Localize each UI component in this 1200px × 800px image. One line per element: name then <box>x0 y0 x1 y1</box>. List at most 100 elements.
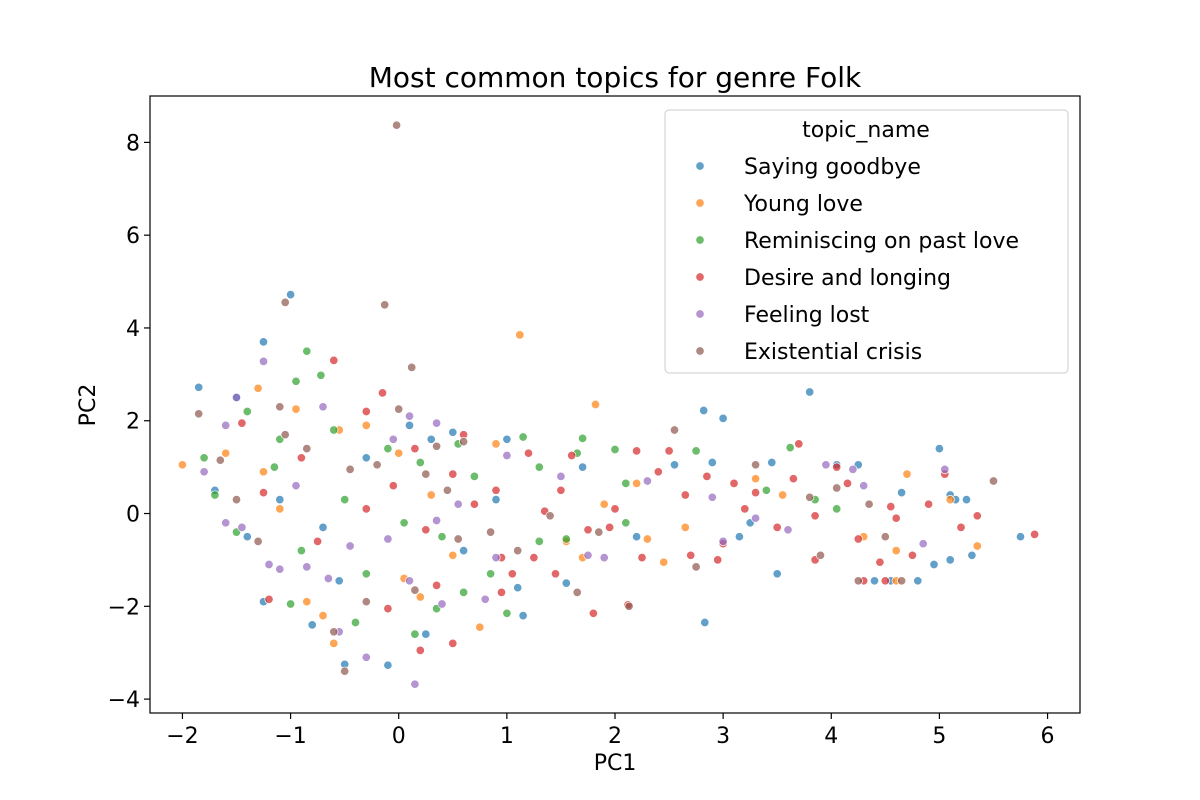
legend-entry: Saying goodbye <box>695 155 921 180</box>
data-point <box>302 562 312 572</box>
data-point <box>848 464 858 474</box>
data-point <box>404 576 415 586</box>
data-point <box>377 388 388 398</box>
data-point <box>669 425 680 435</box>
data-point <box>637 553 647 563</box>
y-tick-label: 6 <box>126 224 140 249</box>
data-point <box>394 448 404 458</box>
data-point <box>459 587 469 597</box>
data-point <box>956 522 966 532</box>
legend-marker <box>695 198 705 208</box>
data-point <box>523 448 534 458</box>
data-point <box>291 376 301 386</box>
data-point <box>313 536 323 546</box>
data-point <box>940 464 950 474</box>
data-point <box>410 679 420 689</box>
data-point <box>740 504 750 514</box>
data-point <box>610 504 620 514</box>
x-tick-label: −2 <box>166 724 198 749</box>
data-point <box>934 444 944 454</box>
data-point <box>805 387 815 397</box>
data-point <box>556 471 566 481</box>
data-point <box>491 439 501 449</box>
data-point <box>399 518 409 528</box>
data-point <box>853 534 863 544</box>
data-point <box>383 660 393 670</box>
data-point <box>361 420 371 430</box>
data-point <box>442 485 452 495</box>
data-point <box>897 576 907 586</box>
data-point <box>972 541 982 551</box>
data-point <box>875 557 885 567</box>
data-point <box>215 455 225 465</box>
data-point <box>578 433 588 443</box>
data-point <box>329 355 339 365</box>
data-point <box>318 402 328 412</box>
data-point <box>869 576 880 586</box>
data-point <box>258 488 269 498</box>
data-point <box>448 427 458 437</box>
data-point <box>653 467 663 477</box>
data-point <box>864 499 874 509</box>
data-point <box>361 597 371 607</box>
y-tick-label: 4 <box>126 317 140 342</box>
data-point <box>469 499 479 509</box>
data-point <box>642 476 652 486</box>
data-point <box>578 462 588 472</box>
data-point <box>404 411 415 421</box>
data-point <box>361 504 371 514</box>
data-point <box>561 578 571 588</box>
data-point <box>275 495 285 505</box>
legend-entry: Reminiscing on past love <box>695 229 1019 254</box>
data-point <box>680 522 690 532</box>
data-point <box>380 300 390 310</box>
series-5 <box>194 120 999 676</box>
data-point <box>421 525 431 535</box>
data-point <box>880 532 890 542</box>
data-point <box>421 629 431 639</box>
x-tick-label: 5 <box>932 724 946 749</box>
legend-marker <box>695 235 705 245</box>
data-point <box>275 402 285 412</box>
data-point <box>340 495 350 505</box>
data-point <box>761 485 771 495</box>
x-tick-label: 3 <box>716 724 730 749</box>
data-point <box>302 444 312 454</box>
data-point <box>221 448 231 458</box>
data-point <box>913 576 923 586</box>
chart-title: Most common topics for genre Folk <box>369 61 862 94</box>
data-point <box>794 439 804 449</box>
legend-label: Desire and longing <box>744 266 951 291</box>
y-tick-label: −4 <box>108 688 140 713</box>
data-point <box>594 527 604 537</box>
data-point <box>832 483 842 493</box>
data-point <box>699 405 709 416</box>
x-tick-label: 0 <box>392 724 406 749</box>
x-axis: −2 −1 0 1 2 3 4 5 6 <box>166 713 1055 749</box>
data-point <box>785 443 795 453</box>
data-point <box>561 534 571 544</box>
legend-label: Saying goodbye <box>744 155 921 180</box>
data-point <box>415 592 425 602</box>
data-point <box>967 550 977 560</box>
data-point <box>788 474 798 484</box>
data-point <box>513 546 523 556</box>
data-point <box>502 608 512 618</box>
series-3 <box>237 355 1040 655</box>
data-point <box>210 490 220 500</box>
data-point <box>486 527 496 537</box>
data-point <box>480 594 490 604</box>
data-point <box>237 522 247 532</box>
series-2 <box>199 346 842 639</box>
data-point <box>751 474 761 484</box>
data-point <box>231 392 242 403</box>
legend-entry: Young love <box>695 192 863 217</box>
data-point <box>253 383 263 393</box>
data-point <box>821 460 831 470</box>
data-point <box>432 515 442 526</box>
data-point <box>713 555 723 565</box>
data-point <box>264 559 274 570</box>
data-point <box>491 553 501 563</box>
data-point <box>972 511 982 521</box>
data-point <box>407 362 417 372</box>
